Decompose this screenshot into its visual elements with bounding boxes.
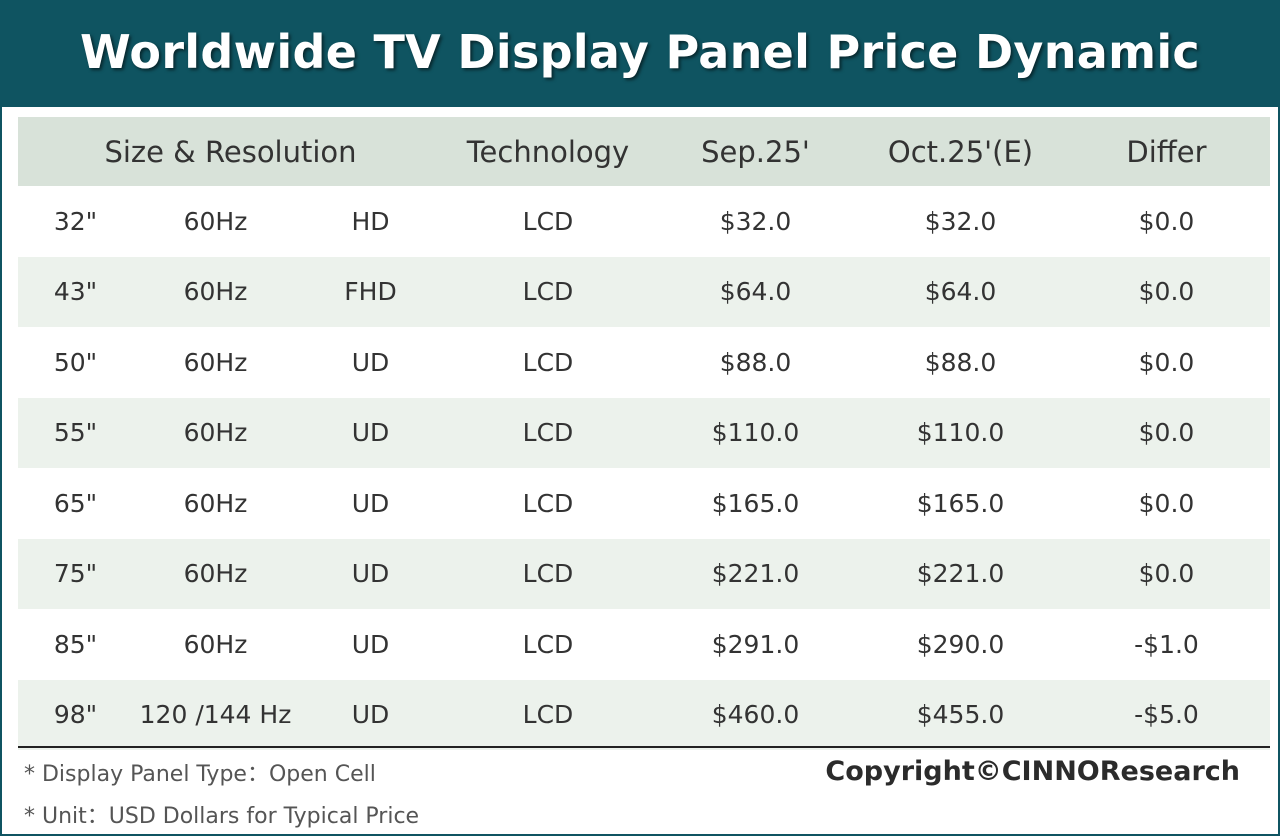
cell-technology: LCD	[522, 488, 574, 518]
cell-differ: $0.0	[1138, 559, 1195, 589]
copyright-text: Copyright©CINNOResearch	[825, 756, 1240, 787]
table-row: 75" 60Hz UD LCD $221.0 $221.0 $0.0	[18, 538, 1270, 609]
table-row: 43" 60Hz FHD LCD $64.0 $64.0 $0.0	[18, 256, 1270, 327]
column-header-differ: Differ	[1126, 134, 1207, 169]
table-row: 50" 60Hz UD LCD $88.0 $88.0 $0.0	[18, 327, 1270, 398]
cell-resolution: UD	[351, 559, 390, 589]
cell-refresh-rate: 60Hz	[183, 206, 248, 236]
cell-technology: LCD	[522, 629, 574, 659]
cell-technology: LCD	[522, 559, 574, 589]
cell-resolution: UD	[351, 700, 390, 730]
table-row: 98" 120 /144 Hz UD LCD $460.0 $455.0 -$5.0	[18, 679, 1270, 750]
cell-refresh-rate: 60Hz	[183, 347, 248, 377]
cell-size: 98"	[53, 700, 98, 730]
cell-differ: -$5.0	[1134, 700, 1199, 730]
cell-sep-price: $291.0	[711, 629, 800, 659]
note-panel-type: * Display Panel Type：Open Cell	[24, 762, 376, 787]
cell-refresh-rate: 120 /144 Hz	[139, 700, 292, 730]
cell-differ: -$1.0	[1134, 629, 1199, 659]
cell-technology: LCD	[522, 418, 574, 448]
table-row: 55" 60Hz UD LCD $110.0 $110.0 $0.0	[18, 397, 1270, 468]
cell-oct-price: $110.0	[916, 418, 1005, 448]
cell-oct-price: $64.0	[924, 277, 997, 307]
page-title: Worldwide TV Display Panel Price Dynamic	[80, 24, 1200, 79]
cell-differ: $0.0	[1138, 418, 1195, 448]
table-row: 85" 60Hz UD LCD $291.0 $290.0 -$1.0	[18, 609, 1270, 680]
cell-oct-price: $32.0	[924, 206, 997, 236]
cell-sep-price: $221.0	[711, 559, 800, 589]
cell-resolution: HD	[351, 206, 390, 236]
cell-resolution: UD	[351, 418, 390, 448]
cell-size: 55"	[53, 418, 98, 448]
title-bar: Worldwide TV Display Panel Price Dynamic	[0, 0, 1280, 107]
price-table: Size & Resolution Technology Sep.25' Oct…	[18, 117, 1270, 750]
note-unit: * Unit：USD Dollars for Typical Price	[24, 804, 420, 829]
cell-sep-price: $88.0	[719, 347, 792, 377]
cell-technology: LCD	[522, 700, 574, 730]
cell-refresh-rate: 60Hz	[183, 418, 248, 448]
cell-size: 32"	[53, 206, 98, 236]
cell-sep-price: $110.0	[711, 418, 800, 448]
table-bottom-rule	[18, 746, 1270, 748]
table-header: Size & Resolution Technology Sep.25' Oct…	[18, 117, 1270, 186]
cell-resolution: UD	[351, 629, 390, 659]
table-body: 32" 60Hz HD LCD $32.0 $32.0 $0.0 43" 60Hz FHD LCD $…	[18, 186, 1270, 750]
cell-refresh-rate: 60Hz	[183, 629, 248, 659]
cell-size: 85"	[53, 629, 98, 659]
cell-size: 50"	[53, 347, 98, 377]
cell-oct-price: $88.0	[924, 347, 997, 377]
column-header-size-resolution: Size & Resolution	[104, 134, 357, 169]
cell-resolution: UD	[351, 347, 390, 377]
cell-technology: LCD	[522, 347, 574, 377]
cell-oct-price: $455.0	[916, 700, 1005, 730]
cell-differ: $0.0	[1138, 347, 1195, 377]
cell-refresh-rate: 60Hz	[183, 277, 248, 307]
column-header-sep: Sep.25'	[701, 134, 810, 169]
cell-oct-price: $165.0	[916, 488, 1005, 518]
cell-sep-price: $165.0	[711, 488, 800, 518]
cell-technology: LCD	[522, 277, 574, 307]
table-row: 65" 60Hz UD LCD $165.0 $165.0 $0.0	[18, 468, 1270, 539]
cell-oct-price: $221.0	[916, 559, 1005, 589]
cell-refresh-rate: 60Hz	[183, 488, 248, 518]
column-header-oct: Oct.25'(E)	[887, 134, 1034, 169]
cell-size: 65"	[53, 488, 98, 518]
cell-size: 75"	[53, 559, 98, 589]
cell-oct-price: $290.0	[916, 629, 1005, 659]
cell-differ: $0.0	[1138, 277, 1195, 307]
cell-sep-price: $32.0	[719, 206, 792, 236]
cell-size: 43"	[53, 277, 98, 307]
cell-sep-price: $64.0	[719, 277, 792, 307]
cell-resolution: UD	[351, 488, 390, 518]
table-row: 32" 60Hz HD LCD $32.0 $32.0 $0.0	[18, 186, 1270, 257]
cell-resolution: FHD	[344, 277, 397, 307]
column-header-technology: Technology	[466, 134, 630, 169]
cell-differ: $0.0	[1138, 488, 1195, 518]
cell-sep-price: $460.0	[711, 700, 800, 730]
cell-differ: $0.0	[1138, 206, 1195, 236]
cell-technology: LCD	[522, 206, 574, 236]
cell-refresh-rate: 60Hz	[183, 559, 248, 589]
